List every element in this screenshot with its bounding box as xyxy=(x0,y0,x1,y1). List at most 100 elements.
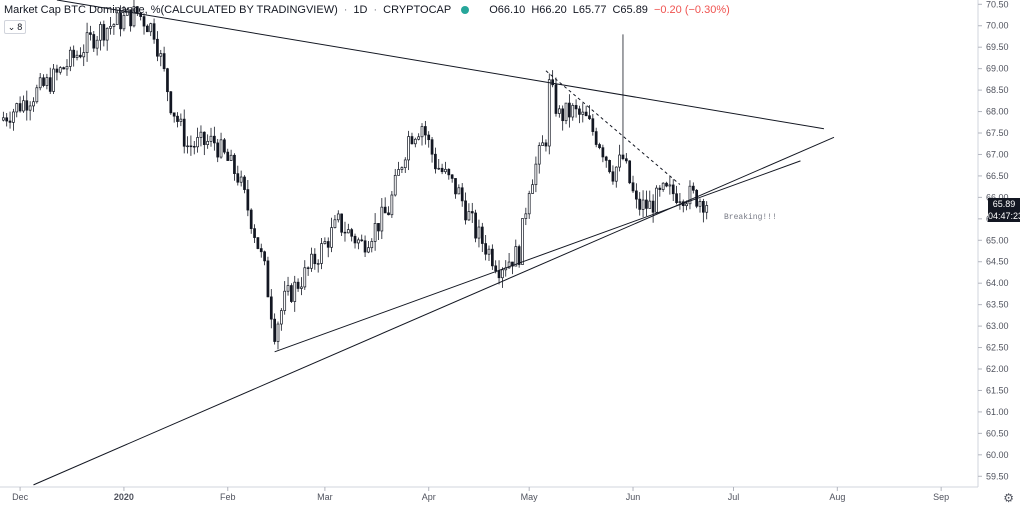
candle-body xyxy=(370,241,374,249)
candle-body xyxy=(367,247,370,253)
candle-body xyxy=(534,163,538,186)
low-value: L65.77 xyxy=(572,4,607,16)
candle-body xyxy=(62,67,65,70)
candle-body xyxy=(105,27,109,41)
candle-body xyxy=(115,12,119,25)
y-tick-label: 67.00 xyxy=(986,149,1009,159)
candle-body xyxy=(102,24,106,41)
separator: · xyxy=(343,4,348,16)
candle-body xyxy=(420,126,424,138)
candle-body xyxy=(598,144,601,149)
candle-body xyxy=(28,105,32,111)
candle-body xyxy=(316,263,320,265)
candle-body xyxy=(651,200,655,213)
candle-body xyxy=(547,79,551,147)
symbol-title[interactable]: Market Cap BTC Dominance, %(CALCULATED B… xyxy=(4,4,338,16)
y-tick-label: 68.00 xyxy=(986,107,1009,117)
candle-body xyxy=(635,190,638,200)
candle-body xyxy=(424,126,427,136)
trendline-upper-resistance[interactable] xyxy=(56,0,825,130)
gear-icon[interactable]: ⚙ xyxy=(1003,491,1014,505)
candle-body xyxy=(685,203,688,207)
candle-body xyxy=(55,68,59,73)
candle-body xyxy=(447,168,451,176)
candle-body xyxy=(624,158,628,162)
candle-body xyxy=(293,281,297,302)
annotation-text[interactable]: Breaking!!! xyxy=(724,213,777,222)
interval-label[interactable]: 1D xyxy=(353,4,368,16)
candle-body xyxy=(665,182,668,187)
candle-body xyxy=(82,52,86,58)
candle-body xyxy=(400,167,404,170)
trendlines[interactable] xyxy=(33,0,835,486)
market-status-dot-icon xyxy=(461,6,470,14)
candle-body xyxy=(564,102,568,122)
candle-body xyxy=(95,39,99,49)
candle-body xyxy=(434,153,437,170)
candle-body xyxy=(464,200,467,221)
candle-body xyxy=(675,193,678,203)
trendline-upper-support[interactable] xyxy=(274,160,801,353)
candle-body xyxy=(146,25,149,33)
candle-body xyxy=(35,87,39,103)
candle-body xyxy=(350,229,354,237)
candle-body xyxy=(176,115,179,122)
candle-body xyxy=(661,182,665,190)
candle-body xyxy=(266,260,270,298)
candle-body xyxy=(524,213,528,219)
y-tick-label: 67.50 xyxy=(986,128,1009,138)
x-tick-label: 2020 xyxy=(114,492,134,502)
candle-body xyxy=(109,26,112,29)
time-axis[interactable]: Dec 2020 Feb Mar Apr May Jun Jul Aug Sep xyxy=(12,487,949,502)
candle-body xyxy=(450,174,454,179)
candle-body xyxy=(554,84,558,114)
candle-body xyxy=(551,79,554,86)
legend-count: 8 xyxy=(17,22,23,32)
candle-body xyxy=(608,160,611,173)
high-value: H66.20 xyxy=(531,4,567,16)
trendline-local-downtrend[interactable] xyxy=(545,70,681,185)
candle-body xyxy=(68,49,72,67)
ohlc-values: O66.10 H66.20 L65.77 C65.89 −0.20 (−0.30… xyxy=(489,4,730,16)
candle-body xyxy=(263,251,266,262)
candle-body xyxy=(514,246,518,267)
candle-body xyxy=(129,9,132,27)
candle-body xyxy=(357,239,360,244)
legend-toggle-button[interactable]: ⌄ 8 xyxy=(4,20,26,34)
candle-body xyxy=(417,136,421,140)
y-tick-label: 61.00 xyxy=(986,407,1009,417)
y-tick-label: 66.50 xyxy=(986,171,1009,181)
candle-body xyxy=(219,139,223,158)
candle-body xyxy=(132,6,136,27)
candle-body xyxy=(246,189,250,211)
countdown-label: 04:47:23 xyxy=(988,210,1024,222)
candle-body xyxy=(527,193,531,215)
price-axis[interactable]: 59.50 60.00 60.50 61.00 61.50 62.00 62.50 63.00… xyxy=(978,0,1009,481)
candle-body xyxy=(209,135,213,142)
candle-body xyxy=(75,54,79,58)
trendline-lower-support[interactable] xyxy=(33,136,835,486)
candle-body xyxy=(410,136,414,145)
exchange-label[interactable]: CRYPTOCAP xyxy=(383,4,452,16)
candle-body xyxy=(286,285,290,292)
candle-body xyxy=(444,168,447,173)
candle-body xyxy=(346,229,350,234)
candle-body xyxy=(507,261,511,269)
candle-body xyxy=(383,206,387,214)
candle-body xyxy=(152,23,156,40)
candle-body xyxy=(360,239,364,242)
candle-body xyxy=(8,120,12,123)
candle-body xyxy=(641,199,645,210)
candle-body xyxy=(544,142,548,147)
candle-body xyxy=(65,66,69,70)
candle-body xyxy=(611,171,615,182)
candle-body xyxy=(229,154,233,161)
candle-body xyxy=(119,12,122,30)
symbol-legend[interactable]: Market Cap BTC Dominance, %(CALCULATED B… xyxy=(4,4,730,16)
candle-body xyxy=(1,117,5,121)
y-tick-label: 62.00 xyxy=(986,364,1009,374)
y-tick-label: 65.00 xyxy=(986,235,1009,245)
y-tick-label: 64.50 xyxy=(986,257,1009,267)
